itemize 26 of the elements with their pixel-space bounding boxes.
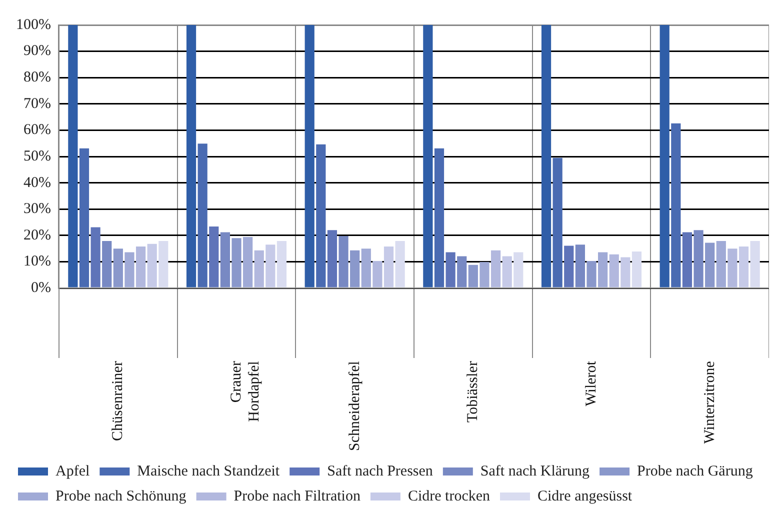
legend-label: Maische nach Standzeit xyxy=(137,463,280,480)
legend-label: Saft nach Klärung xyxy=(480,463,590,480)
y-tick-label: 60% xyxy=(23,122,51,138)
legend-label: Probe nach Gärung xyxy=(637,463,754,480)
x-tick-label: Schneiderapfel xyxy=(346,361,363,452)
legend-label: Cidre angesüsst xyxy=(538,488,633,504)
y-tick-label: 70% xyxy=(23,96,51,112)
y-tick-label: 40% xyxy=(23,174,51,191)
legend-label: Apfel xyxy=(56,463,90,480)
y-tick-label: 100% xyxy=(16,16,51,33)
y-tick-label: 50% xyxy=(23,148,51,164)
x-tick-label: Chüsenrainer xyxy=(110,361,126,442)
x-tick-label: Winterzitrone xyxy=(702,360,718,444)
y-tick-label: 90% xyxy=(23,43,51,60)
legend-label: Probe nach Schönung xyxy=(56,488,187,504)
y-tick-label: 30% xyxy=(23,201,51,218)
y-tick-label: 80% xyxy=(23,70,51,86)
y-tick-label: 0% xyxy=(30,280,51,296)
x-tick-label: Grauer Hordapfel xyxy=(228,361,262,422)
x-tick-label: Tobiässler xyxy=(465,361,482,422)
legend-label: Cidre trocken xyxy=(408,488,491,504)
legend-label: Probe nach Filtration xyxy=(234,488,361,504)
legend-label: Saft nach Pressen xyxy=(327,463,434,480)
x-tick-label: Wilerot xyxy=(583,360,600,406)
y-tick-label: 20% xyxy=(23,227,51,244)
y-tick-label: 10% xyxy=(23,254,51,270)
